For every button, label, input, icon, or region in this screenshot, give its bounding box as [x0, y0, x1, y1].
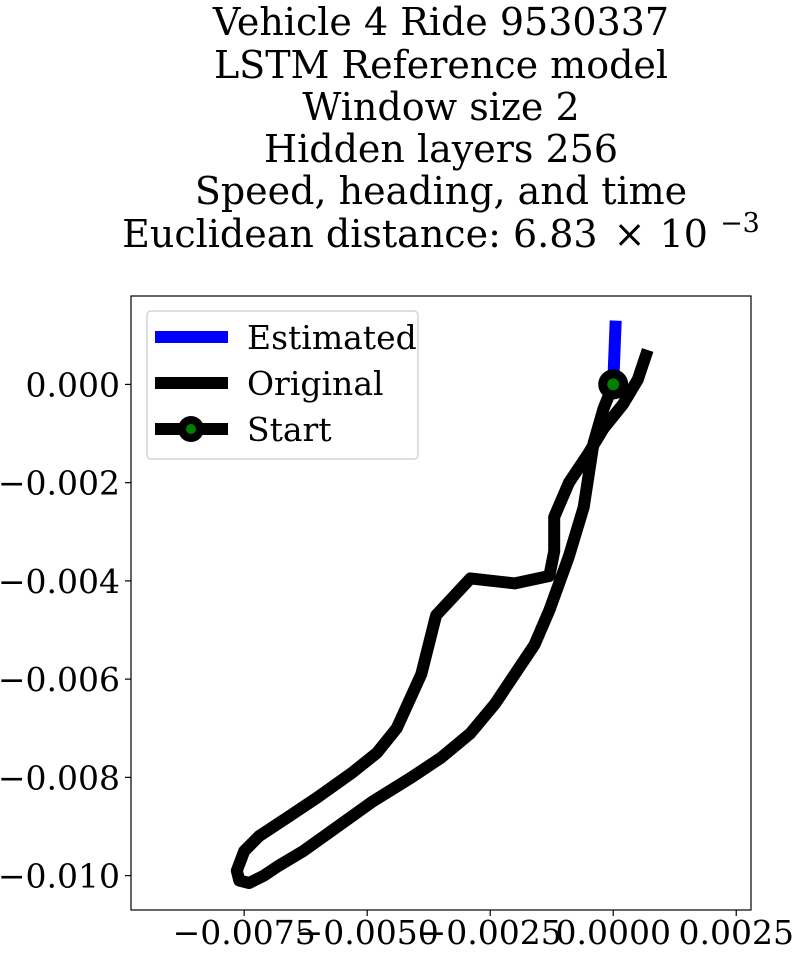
- y-tick-label-1: −0.002: [0, 464, 120, 503]
- y-axis: 0.000 −0.002 −0.004 −0.006 −0.008 −0.010: [0, 365, 131, 896]
- start-marker-center-0: [607, 378, 620, 391]
- y-tick-label-2: −0.004: [0, 562, 120, 601]
- legend-start-label: Start: [247, 410, 332, 449]
- x-tick-label-0: −0.0075: [173, 913, 316, 952]
- x-tick-label-2: −0.0025: [419, 913, 562, 952]
- y-tick-label-0: 0.000: [26, 365, 120, 404]
- distance-base: 10: [660, 212, 708, 256]
- x-tick-label-4: 0.0025: [679, 913, 794, 952]
- title-line-5: Speed, heading, and time: [195, 169, 687, 213]
- title-line-1: Vehicle 4 Ride 9530337: [212, 0, 669, 44]
- distance-times: ×: [614, 212, 646, 256]
- legend-start-marker-center: [186, 424, 196, 434]
- legend: Estimated Original Start: [146, 310, 419, 460]
- legend-frame: [146, 310, 419, 460]
- title-distance-line: Euclidean distance: 6.83 × 10 −3: [122, 208, 760, 256]
- title-line-2: LSTM Reference model: [214, 43, 668, 87]
- distance-label: Euclidean distance: 6.83: [122, 212, 597, 256]
- legend-original-label: Original: [247, 364, 384, 403]
- distance-exponent: −3: [720, 208, 760, 239]
- x-tick-label-3: 0.0000: [555, 913, 670, 952]
- legend-estimated-label: Estimated: [247, 318, 417, 357]
- y-tick-label-5: −0.010: [0, 857, 120, 896]
- y-tick-label-4: −0.008: [0, 758, 120, 797]
- plot-frame: [130, 295, 752, 911]
- chart-title: Vehicle 4 Ride 9530337 LSTM Reference mo…: [122, 0, 760, 256]
- x-tick-label-1: −0.0050: [296, 913, 439, 952]
- y-tick-label-3: −0.006: [0, 660, 120, 699]
- title-line-3: Window size 2: [302, 85, 579, 129]
- plot-series: [230, 320, 654, 889]
- series-original-line: [230, 348, 654, 889]
- title-line-4: Hidden layers 256: [264, 127, 618, 171]
